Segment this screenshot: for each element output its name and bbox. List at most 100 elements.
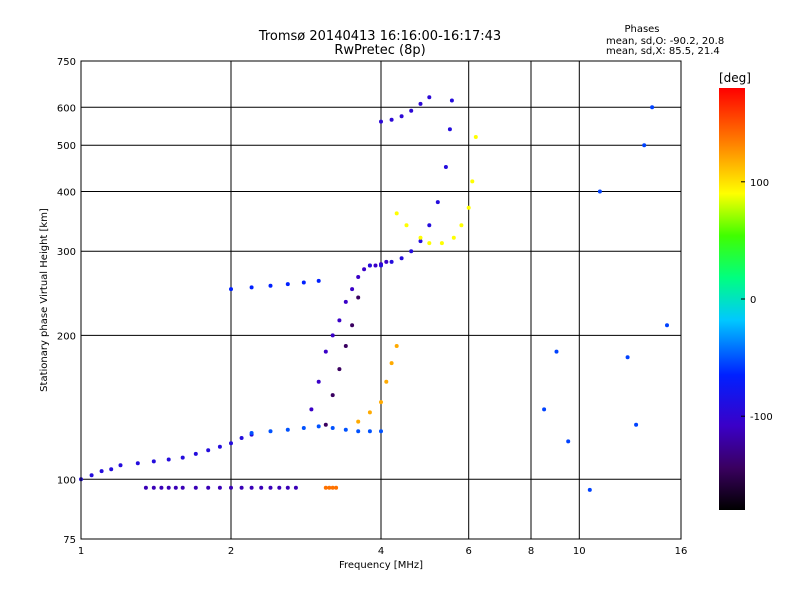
data-point xyxy=(399,114,404,119)
data-point xyxy=(597,189,602,194)
data-point xyxy=(309,407,314,412)
data-point xyxy=(229,287,233,292)
y-tick-label: 100 xyxy=(57,475,76,486)
data-point xyxy=(399,256,404,261)
x-tick-label: 4 xyxy=(378,546,384,557)
data-point xyxy=(466,205,471,210)
data-point xyxy=(166,485,171,490)
data-point xyxy=(343,344,348,348)
data-point xyxy=(435,200,440,205)
data-point xyxy=(166,457,171,462)
x-axis: 1 2 4 6 8 10 16 xyxy=(78,546,688,557)
data-point xyxy=(451,235,456,240)
data-point xyxy=(642,143,647,148)
colorbar-tick-label: -100 xyxy=(750,412,773,423)
data-point xyxy=(285,427,290,432)
data-point xyxy=(356,429,361,434)
colorbar-tick-label: 0 xyxy=(750,295,756,306)
data-point xyxy=(193,451,198,456)
data-point xyxy=(193,485,198,490)
data-point xyxy=(330,393,335,398)
data-point xyxy=(259,485,264,490)
data-point xyxy=(373,263,378,268)
y-axis-label: Stationary phase Virtual Height [km] xyxy=(39,208,50,392)
colorbar xyxy=(719,88,745,510)
y-tick-label: 300 xyxy=(57,247,76,258)
data-point xyxy=(206,448,211,453)
stats-o-mode: mean, sd,O: -90.2, 20.8 xyxy=(606,36,724,47)
data-point xyxy=(135,461,140,466)
data-point xyxy=(206,485,211,490)
y-tick-label: 750 xyxy=(57,57,76,68)
data-point xyxy=(625,355,630,360)
data-point xyxy=(367,429,372,434)
x-tick-label: 1 xyxy=(78,546,84,557)
data-point xyxy=(217,485,222,490)
data-point xyxy=(389,259,394,264)
data-point xyxy=(334,485,339,490)
data-point xyxy=(449,98,454,103)
data-point xyxy=(330,426,335,430)
plot-frame xyxy=(80,60,682,540)
data-point xyxy=(143,485,148,490)
data-point xyxy=(337,318,342,323)
data-point xyxy=(459,223,464,228)
data-point xyxy=(316,424,321,429)
data-point xyxy=(367,410,372,415)
y-tick-label: 200 xyxy=(57,331,76,342)
data-point xyxy=(379,429,383,434)
data-point xyxy=(343,299,348,304)
chart-subtitle: RwPretec (8p) xyxy=(334,43,425,58)
y-axis: 75 100 200 300 400 500 600 750 xyxy=(57,57,76,546)
data-point xyxy=(409,108,414,113)
data-point xyxy=(356,419,361,424)
stats-heading: Phases xyxy=(624,24,659,35)
x-axis-label: Frequency [MHz] xyxy=(339,560,423,571)
data-point xyxy=(418,235,423,240)
data-point xyxy=(470,179,475,184)
data-point xyxy=(285,282,290,287)
data-point xyxy=(293,485,298,490)
data-point xyxy=(379,400,383,405)
data-point xyxy=(343,427,348,432)
data-point xyxy=(151,459,156,464)
data-point xyxy=(277,485,282,490)
y-tick-label: 400 xyxy=(57,188,76,199)
colorbar-label: [deg] xyxy=(719,71,751,85)
y-tick-label: 600 xyxy=(57,103,76,114)
data-point xyxy=(337,367,342,372)
data-point xyxy=(268,429,273,434)
data-point xyxy=(180,485,185,490)
data-point xyxy=(268,283,273,288)
data-point xyxy=(409,249,414,254)
data-point xyxy=(473,135,478,139)
data-point xyxy=(665,323,669,328)
data-point xyxy=(587,487,592,492)
data-point xyxy=(394,211,399,216)
data-point xyxy=(384,379,389,384)
data-point xyxy=(239,436,244,440)
data-point xyxy=(118,463,123,468)
data-point xyxy=(239,485,244,490)
data-point xyxy=(447,127,452,132)
data-point xyxy=(330,333,335,338)
data-point xyxy=(566,439,571,444)
y-tick-label: 500 xyxy=(57,141,76,152)
data-point xyxy=(159,485,164,490)
data-point xyxy=(327,485,332,490)
data-point xyxy=(350,323,355,328)
data-point xyxy=(323,485,328,490)
data-point xyxy=(323,422,328,427)
data-point xyxy=(439,241,444,246)
data-point xyxy=(249,431,254,435)
data-point xyxy=(427,223,432,228)
stats-x-mode: mean, sd,X: 85.5, 21.4 xyxy=(606,46,720,57)
data-point xyxy=(229,441,233,446)
colorbar-tick-label: 100 xyxy=(750,178,769,189)
data-point xyxy=(89,473,94,478)
data-point xyxy=(404,223,409,228)
data-point xyxy=(379,119,383,124)
data-point xyxy=(323,349,328,354)
